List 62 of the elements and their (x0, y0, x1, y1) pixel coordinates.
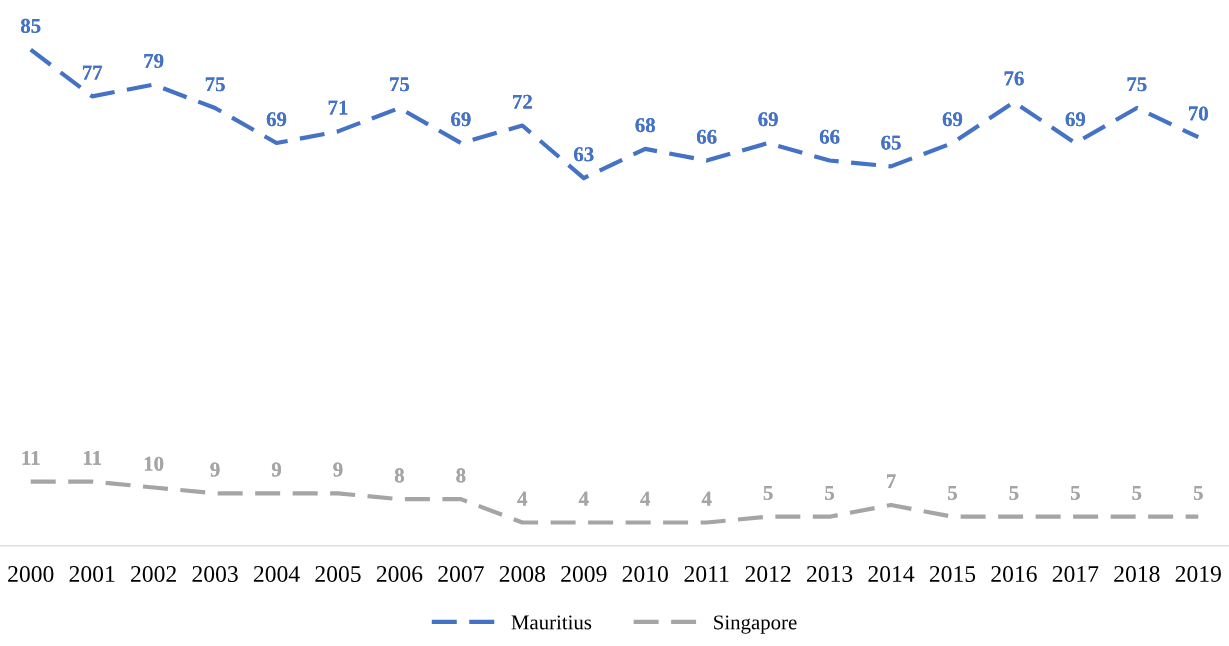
data-label: 5 (763, 486, 773, 500)
data-label: 69 (758, 112, 778, 127)
data-label: 5 (1071, 486, 1080, 500)
data-label: 79 (144, 53, 164, 68)
data-label: 71 (328, 100, 348, 115)
data-label: 5 (1009, 486, 1019, 500)
data-label: 69 (266, 112, 287, 127)
x-tick-label: 2001 (69, 566, 115, 582)
x-tick-label: 2013 (807, 566, 853, 582)
data-label: 7 (887, 474, 896, 489)
data-label: 75 (1127, 77, 1147, 92)
x-tick-label: 2019 (1175, 566, 1221, 582)
x-tick-label: 2005 (315, 566, 361, 582)
x-tick-label: 2008 (499, 566, 546, 582)
data-label: 5 (1132, 486, 1142, 500)
data-label: 8 (456, 468, 466, 483)
data-label: 11 (22, 450, 40, 465)
data-label: 70 (1189, 106, 1208, 121)
data-label: 5 (948, 486, 957, 500)
data-label: 75 (205, 77, 225, 92)
x-tick-label: 2000 (8, 566, 54, 582)
data-label: 69 (1065, 112, 1086, 127)
x-tick-label: 2011 (684, 566, 729, 582)
data-label: 8 (394, 468, 404, 483)
data-label: 9 (333, 462, 343, 477)
legend-label: Singapore (714, 615, 797, 634)
data-label: 75 (390, 77, 410, 92)
data-label: 4 (578, 491, 589, 506)
data-label: 5 (1193, 486, 1203, 500)
x-tick-label: 2018 (1114, 566, 1160, 582)
data-label: 76 (1004, 71, 1024, 86)
x-tick-label: 2015 (929, 566, 976, 582)
data-label: 11 (84, 450, 101, 465)
x-tick-label: 2010 (622, 566, 668, 582)
x-tick-label: 2017 (1052, 566, 1099, 582)
data-label: 9 (210, 462, 220, 477)
data-label: 66 (819, 129, 840, 144)
x-tick-label: 2012 (745, 566, 791, 582)
data-label: 4 (517, 491, 528, 506)
x-tick-label: 2004 (253, 566, 300, 582)
data-label: 5 (825, 486, 835, 500)
x-tick-label: 2007 (438, 566, 484, 582)
x-tick-label: 2006 (376, 566, 423, 582)
data-label: 68 (635, 118, 655, 133)
data-label: 4 (640, 491, 651, 506)
data-label: 72 (513, 94, 532, 109)
data-label: 69 (942, 112, 963, 127)
x-tick-label: 2016 (991, 566, 1037, 582)
data-label: 65 (881, 135, 901, 150)
data-label: 10 (144, 456, 164, 471)
data-label: 4 (701, 491, 712, 506)
x-tick-label: 2002 (131, 566, 176, 582)
x-tick-label: 2009 (561, 566, 607, 582)
legend-label: Mauritius (511, 615, 592, 630)
x-tick-label: 2003 (192, 566, 238, 582)
data-label: 85 (21, 18, 41, 33)
data-label: 69 (451, 112, 471, 127)
data-label: 66 (696, 129, 717, 144)
x-tick-label: 2014 (868, 566, 915, 582)
data-label: 77 (82, 65, 103, 80)
data-label: 63 (574, 147, 594, 162)
data-label: 9 (271, 462, 281, 477)
